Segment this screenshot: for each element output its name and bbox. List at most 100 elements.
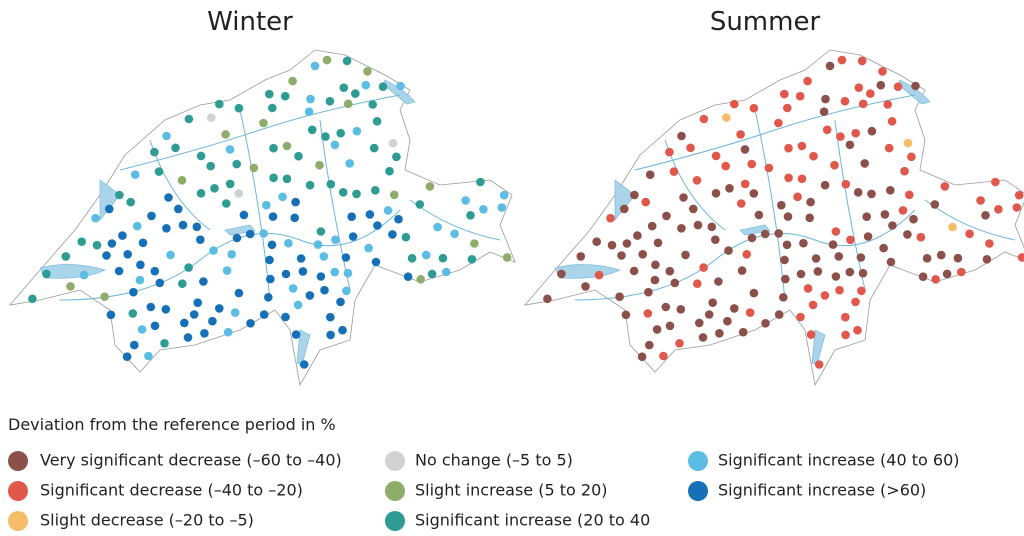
station-dot — [907, 152, 916, 162]
station-dot — [183, 333, 193, 342]
station-dot — [79, 270, 89, 280]
station-dot — [227, 250, 236, 259]
station-dot — [77, 237, 86, 246]
station-dot — [711, 189, 721, 198]
station-dot — [699, 263, 708, 272]
station-dot — [342, 56, 352, 66]
station-dot — [777, 200, 786, 210]
station-dot — [643, 309, 653, 318]
station-dot — [371, 257, 381, 267]
station-dot — [246, 319, 255, 328]
station-dot — [150, 266, 160, 276]
station-dot — [378, 82, 388, 91]
station-dot — [725, 184, 734, 193]
station-dot — [607, 240, 617, 250]
station-dot — [234, 103, 244, 113]
station-dot — [730, 99, 739, 109]
station-dot — [784, 143, 793, 153]
station-dot — [365, 210, 375, 219]
legend: Very significant decrease (–60 to –40) Si… — [8, 451, 959, 531]
station-dot — [854, 83, 864, 92]
station-dot — [884, 143, 894, 153]
station-dot — [936, 250, 946, 260]
station-dot — [820, 291, 830, 300]
country-outline — [8, 49, 516, 387]
map — [523, 49, 1024, 387]
station-dot — [282, 141, 292, 151]
station-dot — [223, 327, 233, 337]
station-dot — [942, 269, 952, 279]
station-dot — [320, 285, 329, 295]
station-dot — [132, 221, 142, 231]
station-dot — [208, 316, 217, 326]
station-dot — [102, 251, 111, 260]
station-dot — [178, 279, 187, 289]
station-dot — [754, 210, 764, 220]
legend-swatch — [688, 481, 708, 501]
station-dot — [162, 224, 171, 233]
station-dot — [722, 113, 731, 122]
station-dot — [106, 310, 116, 320]
station-dot — [774, 118, 783, 128]
station-dot — [749, 189, 759, 198]
station-dot — [965, 229, 974, 239]
station-dot — [298, 267, 308, 276]
station-dot — [42, 269, 51, 279]
station-dot — [922, 253, 932, 263]
station-dot — [230, 308, 240, 317]
station-dot — [281, 269, 291, 279]
station-dot — [326, 312, 335, 322]
station-dot — [234, 288, 244, 298]
station-dot — [841, 312, 850, 322]
station-dot — [878, 67, 887, 76]
station-dot — [749, 288, 759, 298]
station-dot — [841, 179, 851, 189]
legend-label: Slight increase (5 to 20) — [415, 481, 607, 500]
station-dot — [903, 230, 912, 239]
station-dot — [401, 232, 411, 242]
station-dot — [171, 143, 180, 153]
station-dot — [245, 229, 255, 239]
station-dot — [781, 274, 790, 284]
station-dot — [841, 330, 850, 340]
station-dot — [326, 179, 336, 189]
station-dot — [831, 272, 841, 281]
station-dot — [699, 114, 709, 124]
station-dot — [299, 360, 309, 369]
station-dot — [180, 318, 189, 328]
station-dot — [336, 297, 345, 307]
station-dot — [130, 170, 140, 179]
station-dot — [652, 325, 662, 334]
station-dot — [1012, 203, 1022, 212]
station-dot — [867, 189, 876, 199]
station-dot — [199, 277, 208, 286]
station-dot — [66, 282, 75, 291]
station-dot — [281, 312, 290, 322]
station-dot — [863, 232, 873, 241]
station-dot — [28, 294, 37, 304]
station-dot — [711, 151, 721, 161]
station-dot — [306, 94, 315, 104]
station-dot — [740, 145, 750, 154]
legend-swatch — [8, 481, 28, 501]
station-dot — [351, 89, 360, 98]
station-dot — [177, 176, 187, 185]
station-dot — [808, 300, 818, 310]
station-dot — [1017, 253, 1024, 262]
station-dot — [288, 76, 297, 86]
station-dot — [105, 204, 114, 214]
station-dot — [210, 184, 219, 193]
station-dot — [319, 252, 329, 261]
station-dot — [193, 298, 202, 308]
station-dot — [828, 240, 838, 249]
station-dot — [799, 238, 808, 248]
station-dot — [711, 235, 720, 244]
station-dot — [991, 177, 1000, 187]
station-dot — [893, 82, 903, 91]
station-dot — [867, 126, 877, 136]
station-dot — [835, 285, 844, 295]
station-dot — [857, 286, 866, 296]
station-dot — [665, 266, 675, 276]
station-dot — [162, 131, 171, 141]
